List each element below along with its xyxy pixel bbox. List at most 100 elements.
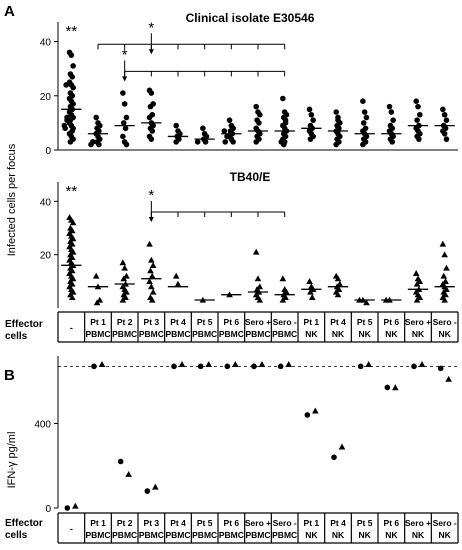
ifn-triangle-g14	[445, 375, 452, 382]
effector-label-a-g11-l1: Pt 5	[357, 317, 373, 327]
point-1-g3-3	[147, 267, 154, 274]
effector-label-b-line1: Effector	[5, 518, 43, 529]
point-1-g1-0	[92, 272, 100, 279]
ifn-triangle-g11	[365, 361, 372, 367]
point-1-g2-9	[122, 294, 129, 300]
point-0-g9-8	[307, 136, 314, 142]
ifn-circle-g10	[331, 454, 337, 461]
point-1-g2-7	[123, 288, 130, 295]
point-1-g4-0	[172, 272, 180, 279]
effector-label-a-g10-l1: Pt 4	[330, 317, 346, 327]
point-0-g2-7	[123, 141, 130, 148]
ifn-circle-g2	[117, 458, 124, 465]
ifn-triangle-g3	[152, 483, 159, 490]
sig-single-1-0: *	[148, 187, 154, 204]
effector-label-b-g9-l1: Pt 1	[304, 518, 320, 528]
point-1-g13-3	[413, 280, 421, 287]
point-1-g8-5	[279, 296, 287, 303]
bracket-arrowhead-0-1	[122, 76, 128, 82]
point-0-g13-0	[413, 98, 420, 104]
panel-a-top-title: Clinical isolate E30546	[186, 11, 315, 25]
point-1-g3-6	[148, 283, 155, 290]
ifn-triangle-g9	[312, 407, 319, 414]
effector-label-b-g11-l2: NK	[359, 530, 372, 540]
point-1-g14-11	[441, 296, 448, 303]
point-1-g3-0	[146, 240, 153, 247]
point-0-g6-10	[221, 128, 228, 134]
effector-label-b-g5-l1: Pt 5	[197, 518, 213, 528]
point-1-g10-4	[335, 286, 343, 292]
point-1-g10-2	[336, 280, 344, 287]
point-1-g1-2	[96, 296, 104, 303]
point-1-g0-27	[69, 288, 77, 295]
effector-label-a-g0: -	[70, 323, 73, 333]
effector-label-b-line2: cells	[5, 530, 28, 541]
point-0-g2-5	[120, 133, 126, 140]
sig-double-1: **	[65, 183, 77, 200]
effector-label-a-g6-l2: PBMC	[219, 329, 244, 339]
effector-label-b-g8-l2: PBMC	[272, 530, 297, 540]
point-1-g0-24	[68, 280, 76, 287]
point-0-g11-10	[360, 141, 366, 148]
point-1-g8-4	[282, 294, 289, 300]
effector-label-b-g4-l2: PBMC	[165, 530, 190, 540]
point-1-g11-2	[363, 299, 370, 306]
ifn-triangle-g7	[258, 361, 266, 367]
point-0-g0-30	[61, 122, 68, 129]
point-0-g12-2	[390, 117, 396, 123]
effector-label-a-g8-l1: Sero -	[273, 317, 297, 327]
ifn-circle-g7	[251, 363, 257, 370]
point-1-g0-29	[68, 294, 76, 300]
point-1-g2-0	[119, 259, 127, 266]
point-0-g14-0	[440, 106, 446, 113]
point-0-g4-5	[173, 139, 179, 145]
point-1-g0-4	[68, 227, 76, 234]
point-1-g3-4	[148, 272, 156, 279]
point-0-g8-14	[282, 117, 289, 123]
effector-label-a-g3-l2: PBMC	[139, 329, 164, 339]
point-0-g7-2	[257, 111, 263, 118]
point-0-g3-11	[148, 136, 155, 142]
point-0-g13-1	[415, 103, 421, 110]
effector-label-a-g14-l1: Sero -	[433, 317, 457, 327]
effector-label-b-g12-l2: NK	[385, 530, 398, 540]
effector-label-b-g7-l1: Sero +	[245, 518, 271, 528]
point-1-g14-9	[442, 291, 449, 298]
effector-label-b-g10-l1: Pt 4	[330, 518, 346, 528]
point-0-g10-11	[335, 117, 341, 123]
point-0-g12-0	[386, 103, 393, 110]
effector-label-a-g9-l2: NK	[305, 329, 318, 339]
effector-label-b-g6-l2: PBMC	[219, 530, 244, 540]
point-1-g14-7	[443, 286, 450, 292]
point-1-g14-4	[442, 278, 449, 284]
point-1-g10-6	[334, 291, 342, 298]
effector-label-b-g1-l1: Pt 1	[90, 518, 106, 528]
point-0-g3-9	[149, 128, 156, 134]
point-0-g6-9	[224, 133, 230, 140]
point-0-g1-11	[90, 139, 96, 145]
ytick-label-0-40: 40	[40, 38, 52, 49]
point-0-g1-0	[93, 114, 99, 121]
point-0-g7-0	[253, 103, 259, 110]
point-0-g12-9	[389, 139, 396, 145]
point-0-g3-5	[146, 114, 153, 121]
ifn-circle-g0	[64, 505, 71, 511]
ifn-circle-g9	[304, 412, 311, 418]
sig-double-0: **	[65, 23, 77, 40]
sig-single-0-1: *	[122, 46, 128, 63]
ytick-label-1-20: 20	[40, 251, 52, 262]
point-0-g11-3	[360, 120, 367, 126]
point-0-g5-4	[202, 139, 209, 145]
effector-label-a-g7-l2: PBMC	[245, 329, 270, 339]
point-1-g8-2	[283, 288, 290, 295]
point-0-g6-0	[226, 117, 233, 123]
point-1-g0-7	[69, 235, 77, 242]
point-0-g9-1	[308, 111, 315, 118]
effector-label-a-g10-l2: NK	[332, 329, 345, 339]
effector-label-b-g1-l2: PBMC	[85, 530, 110, 540]
point-1-g7-2	[256, 283, 264, 290]
effector-label-b-g3-l2: PBMC	[139, 530, 164, 540]
effector-label-a-g4-l2: PBMC	[165, 329, 190, 339]
effector-label-b-g3-l1: Pt 3	[144, 518, 160, 528]
